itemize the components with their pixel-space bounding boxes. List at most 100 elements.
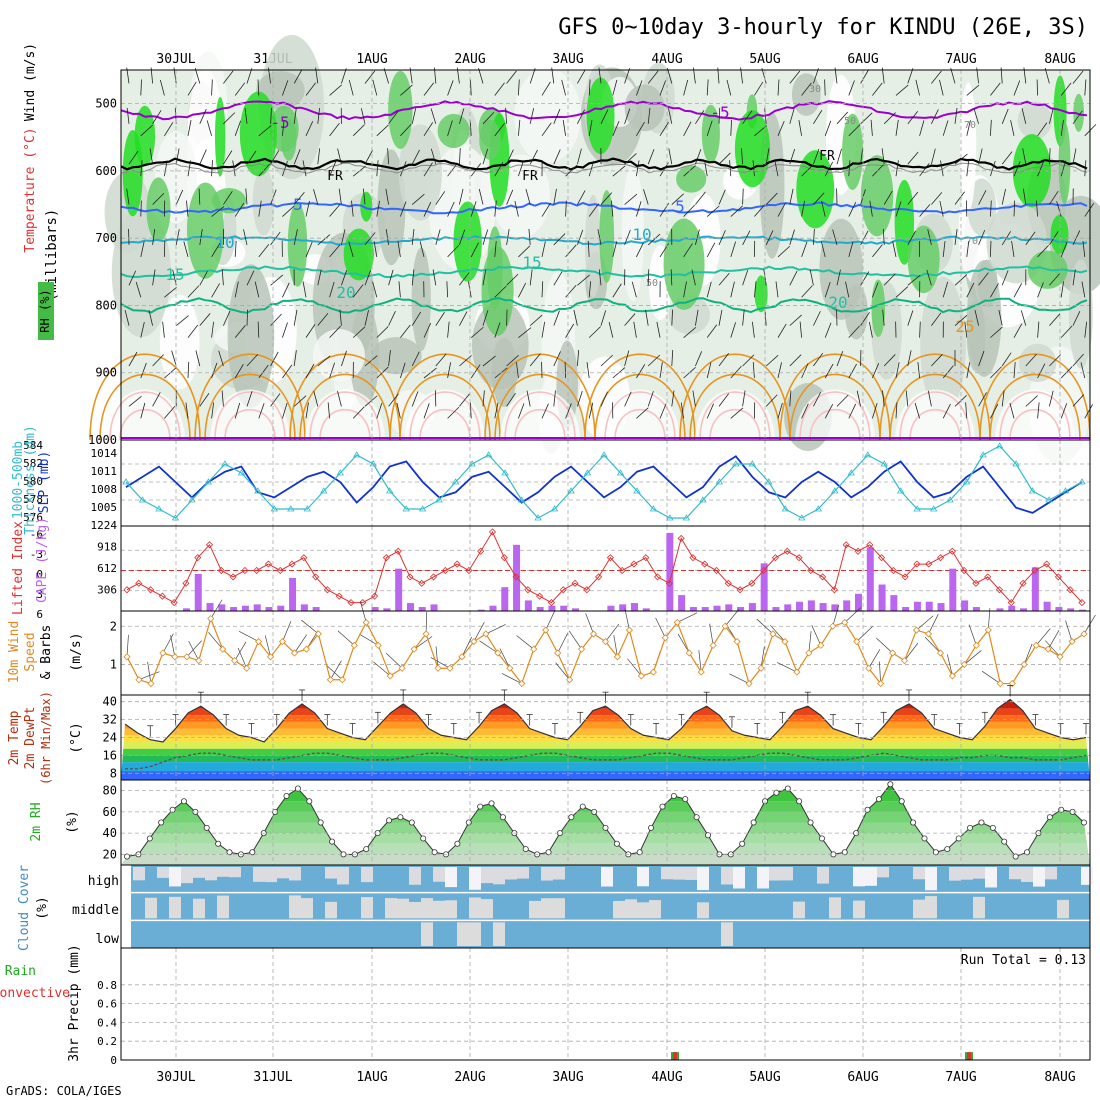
cape-bar	[937, 603, 945, 611]
wind-barb	[801, 363, 809, 379]
wind-barb	[258, 244, 270, 258]
wind-barb	[152, 192, 165, 205]
cape-bar	[383, 608, 391, 611]
wind-barb	[683, 281, 687, 298]
wind-barb	[1084, 321, 1088, 338]
wind-barb	[588, 203, 599, 217]
thickness-marker	[303, 505, 312, 512]
thickness-line	[125, 445, 1083, 519]
wind-barb	[730, 322, 736, 338]
wind-barb	[516, 362, 519, 379]
wind-barb	[647, 149, 655, 165]
wind-barb	[907, 350, 912, 367]
wind10m-marker	[159, 649, 167, 657]
rh2m-marker	[1081, 819, 1088, 826]
wind-barb	[221, 269, 224, 286]
li-marker	[936, 554, 945, 562]
wind-barb	[931, 70, 942, 84]
wind-barb	[647, 391, 654, 407]
wind-barb	[246, 391, 253, 407]
wind-barb	[848, 241, 854, 258]
wind10m-barb	[435, 646, 439, 669]
wind-barb	[435, 353, 447, 367]
wind10m-marker	[817, 641, 825, 649]
rh2m-marker	[408, 819, 415, 826]
wind-barb	[917, 362, 920, 379]
li-marker	[371, 592, 379, 600]
wind-barb	[883, 354, 896, 367]
thickness-tick-label: 576	[23, 511, 43, 524]
rh2m-marker	[294, 785, 301, 792]
cape-tick-label: 612	[97, 562, 117, 575]
li-marker	[925, 560, 933, 568]
wind10m-marker	[1068, 637, 1076, 646]
wind-barb	[683, 327, 697, 338]
wind10m-marker	[829, 622, 837, 630]
cloud-level-label: low	[96, 932, 120, 947]
wind10m-marker	[613, 653, 622, 661]
wind-barb	[1072, 311, 1081, 326]
thickness-marker	[699, 496, 707, 503]
wind-barb	[1037, 245, 1049, 258]
cloud-high-block	[445, 867, 457, 888]
wind10m-barb	[359, 633, 379, 646]
rh2m-label: 2m RH	[29, 802, 44, 841]
li-tick-label: 6	[36, 608, 43, 621]
rh-moist-shade	[586, 77, 615, 155]
wind-barb	[396, 402, 401, 419]
wind10m-marker	[889, 649, 897, 657]
cape-bar	[701, 607, 709, 611]
wind-barb	[836, 148, 842, 165]
cloud-high-block	[337, 867, 349, 885]
cape-bar	[831, 604, 839, 611]
cape-bar	[760, 563, 768, 611]
temp-band	[121, 771, 1090, 780]
wind-barb	[1084, 203, 1095, 217]
wind-barb	[293, 107, 297, 124]
thickness-marker	[188, 496, 196, 503]
wind-barb	[469, 402, 472, 419]
wind-barb	[706, 403, 714, 419]
cloud-high-block	[133, 867, 145, 881]
wind-barb	[470, 201, 477, 217]
upper-air-wind-label: Wind (m/s)	[23, 43, 38, 121]
wind-barb	[1056, 201, 1062, 217]
li-marker	[547, 599, 556, 607]
wind10m-marker	[601, 637, 610, 646]
wind-barb	[327, 402, 330, 419]
wind-barb	[364, 309, 369, 326]
wind10m-marker	[841, 618, 849, 627]
rh-moist-shade	[701, 104, 720, 163]
wind-barb	[860, 112, 873, 125]
temp-contour-warm	[979, 353, 1091, 441]
wind-barb	[423, 162, 433, 177]
wind10m-barb	[1065, 620, 1073, 642]
wind-barb	[329, 281, 335, 298]
wind-barb	[435, 191, 446, 205]
cape-bar	[395, 568, 403, 611]
rh2m-marker	[967, 824, 974, 831]
wind-barb	[573, 309, 578, 326]
wind10m-barb	[126, 634, 129, 657]
wind-barb	[636, 364, 646, 379]
wind-barb	[577, 391, 583, 407]
wind-barb	[232, 160, 236, 177]
wind-barb	[836, 269, 841, 286]
wind-barb	[631, 281, 637, 298]
thickness-tick-label: 578	[23, 493, 43, 506]
li-marker	[123, 586, 131, 594]
wind-barb	[801, 200, 805, 217]
wind-barb	[940, 160, 944, 177]
cloud-high-block	[673, 867, 685, 880]
rh-shade	[1068, 259, 1093, 369]
wind-barb	[824, 161, 833, 177]
li-marker	[689, 554, 697, 562]
cloud-mid-block	[649, 900, 661, 919]
dry-bulge	[210, 389, 290, 440]
li-marker	[477, 547, 485, 555]
wind-barb	[704, 160, 708, 177]
thickness-marker	[155, 505, 163, 512]
cape-bar	[996, 608, 1004, 611]
wind-barb	[1037, 282, 1044, 298]
wind-barb	[376, 124, 389, 137]
